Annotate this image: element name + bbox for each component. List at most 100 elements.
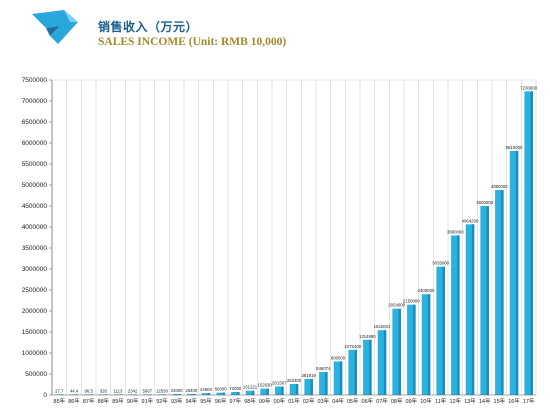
data-label: 800000	[331, 355, 346, 360]
x-tick-label: 90年	[127, 397, 139, 405]
bar	[509, 150, 519, 395]
x-tick-label: 07年	[376, 397, 388, 405]
company-logo-icon	[32, 10, 78, 44]
data-label: 27.7	[55, 388, 64, 393]
bar	[216, 392, 225, 395]
bar	[421, 294, 431, 395]
bar	[201, 393, 211, 395]
chart-title-cn: 销售收入（万元）	[98, 20, 199, 34]
x-tick-label: 16年	[508, 397, 520, 405]
data-label: 25400	[185, 388, 198, 393]
y-axis: 0 500000 1000000 1500000 2000000 2500000 30000…	[22, 77, 53, 399]
data-label: 3800000	[447, 229, 464, 234]
bar	[319, 372, 328, 395]
x-tick-label: 94年	[186, 397, 198, 405]
y-tick-label: 4500000	[22, 203, 48, 210]
data-label: 56000	[215, 387, 228, 392]
data-label: 44900	[200, 387, 213, 392]
data-label: 4880000	[491, 184, 508, 189]
sales-income-bar-chart: 0 500000 1000000 1500000 2000000 2500000 30000…	[22, 77, 538, 405]
bar	[333, 361, 343, 395]
x-tick-label: 97年	[230, 397, 242, 405]
bar	[451, 235, 460, 395]
data-label: 152630	[257, 383, 272, 388]
y-tick-label: 2000000	[22, 308, 48, 315]
bar	[524, 91, 533, 395]
data-label: 5967	[143, 388, 153, 393]
header: 销售收入（万元） SALES INCOME (Unit: RMB 10,000)	[0, 0, 550, 62]
bar	[245, 390, 255, 395]
y-tick-label: 1000000	[22, 350, 48, 357]
data-label: 1075400	[344, 344, 361, 349]
data-label: 4064200	[462, 218, 479, 223]
x-tick-label: 10年	[420, 397, 432, 405]
x-tick-label: 98年	[244, 397, 256, 405]
y-tick-label: 3000000	[22, 266, 48, 273]
bars	[55, 91, 533, 395]
x-axis: 85年 86年 87年 88年 89年 90年 91年 92年 93年 94年 95年 96年 97年 9…	[52, 394, 536, 405]
bar	[304, 378, 313, 395]
bar	[392, 308, 401, 395]
grid-lines	[51, 79, 537, 395]
x-tick-label: 17年	[523, 397, 535, 405]
y-tick-label: 6500000	[22, 119, 48, 126]
bar	[465, 224, 475, 395]
y-tick-label: 6000000	[22, 140, 48, 147]
y-tick-label: 5000000	[22, 182, 48, 189]
data-label: 2150000	[403, 299, 420, 304]
x-tick-label: 15年	[494, 397, 506, 405]
data-label: 326	[100, 388, 108, 393]
data-label: 96.5	[84, 388, 93, 393]
bar	[407, 304, 416, 395]
data-label: 101221	[243, 385, 258, 390]
data-label: 72000	[229, 386, 242, 391]
x-tick-label: 04年	[332, 397, 344, 405]
data-labels: 27.7 44.4 96.5 326 1113 2342 5967 12530 24000 254…	[55, 85, 537, 393]
y-tick-label: 3500000	[22, 245, 48, 252]
data-label: 3055000	[432, 261, 449, 266]
x-tick-label: 13年	[464, 397, 476, 405]
x-tick-label: 01年	[288, 397, 300, 405]
data-label: 201567	[272, 381, 287, 386]
bar	[436, 266, 445, 395]
x-tick-label: 99年	[259, 397, 271, 405]
x-tick-label: 06年	[362, 397, 374, 405]
bar	[275, 386, 284, 395]
x-tick-label: 96年	[215, 397, 227, 405]
data-label: 2342	[128, 388, 138, 393]
data-label: 2054000	[388, 303, 405, 308]
bar	[363, 339, 372, 395]
data-label: 5810000	[506, 145, 523, 150]
x-tick-label: 92年	[156, 397, 168, 405]
x-tick-label: 88年	[98, 397, 110, 405]
x-tick-label: 00年	[274, 397, 286, 405]
bar	[289, 383, 299, 395]
x-tick-label: 93年	[171, 397, 183, 405]
x-tick-label: 11年	[435, 397, 447, 405]
data-label: 2400000	[418, 288, 435, 293]
x-tick-label: 91年	[142, 397, 154, 405]
x-tick-label: 86年	[68, 397, 80, 405]
data-label: 44.4	[70, 388, 79, 393]
bar	[260, 388, 269, 395]
x-tick-label: 08年	[391, 397, 403, 405]
data-label: 262400	[287, 378, 302, 383]
data-label: 1314880	[359, 334, 376, 339]
bar	[348, 349, 357, 395]
x-tick-label: 87年	[83, 397, 95, 405]
y-tick-label: 5500000	[22, 161, 48, 168]
x-tick-label: 05年	[347, 397, 359, 405]
y-tick-label: 7000000	[22, 98, 48, 105]
x-tick-label: 95年	[200, 397, 212, 405]
bar	[231, 391, 240, 395]
bar	[495, 190, 504, 395]
data-label: 7230000	[520, 85, 537, 90]
x-tick-label: 14年	[479, 397, 491, 405]
x-tick-label: 09年	[406, 397, 418, 405]
x-tick-label: 02年	[303, 397, 315, 405]
data-label: 24000	[171, 388, 184, 393]
y-tick-label: 7500000	[22, 77, 48, 84]
data-label: 4500000	[476, 200, 493, 205]
y-tick-label: 500000	[25, 371, 47, 378]
x-tick-label: 85年	[54, 397, 66, 405]
